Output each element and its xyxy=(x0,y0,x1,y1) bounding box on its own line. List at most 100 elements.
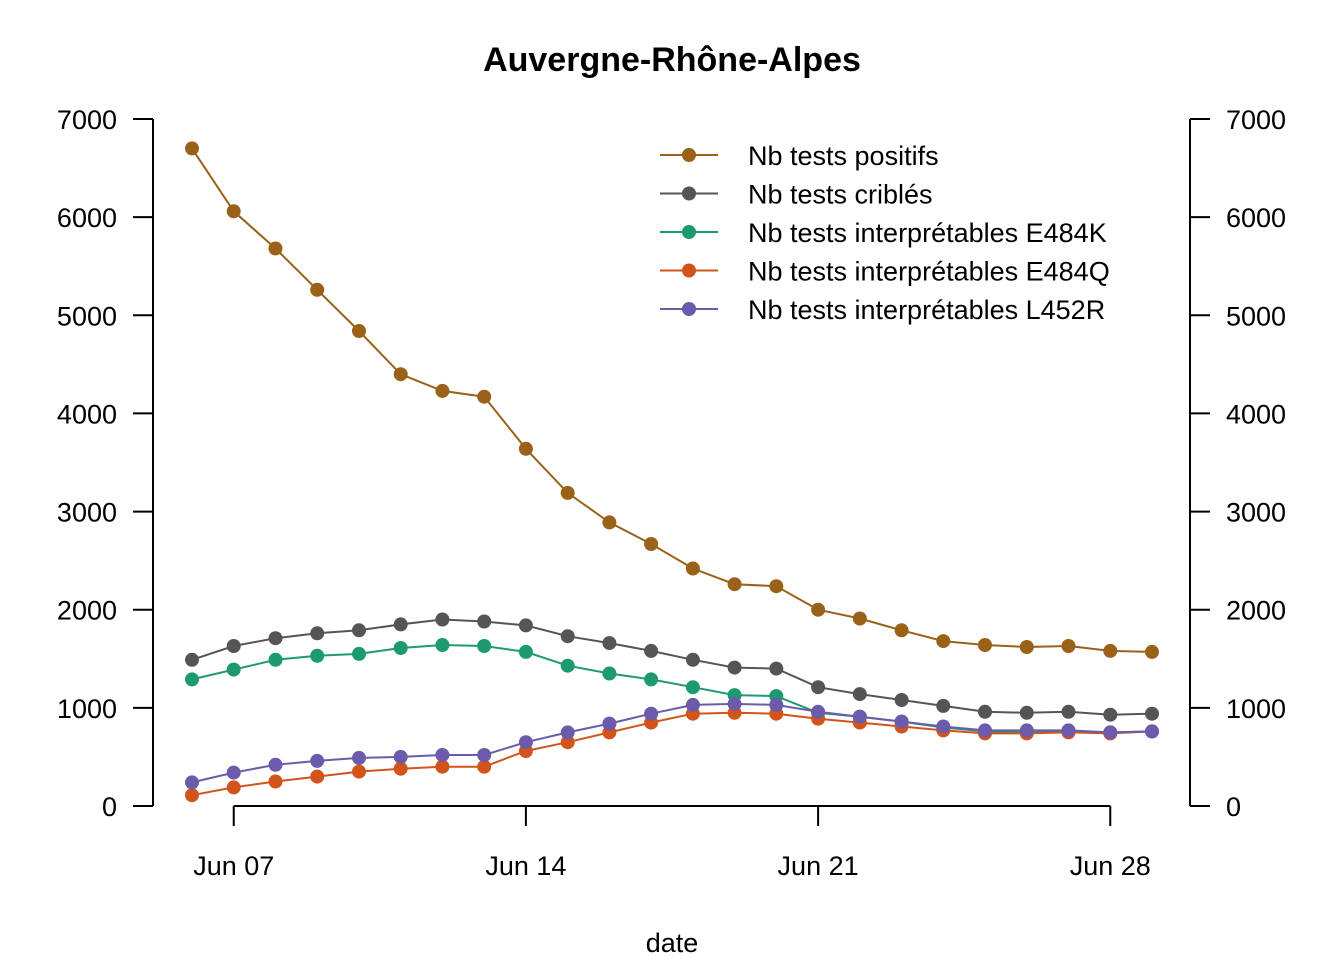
data-point xyxy=(602,666,617,681)
data-point xyxy=(435,759,450,774)
x-axis: Jun 07 Jun 14 Jun 21 Jun 28 xyxy=(193,805,1151,881)
data-point xyxy=(185,788,199,803)
legend-label: Nb tests positifs xyxy=(748,141,939,171)
data-point xyxy=(435,638,450,652)
y-right-tick-label: 0 xyxy=(1226,792,1241,822)
data-point xyxy=(518,735,533,750)
x-tick-label: Jun 21 xyxy=(778,851,859,881)
data-point xyxy=(226,639,241,653)
data-point xyxy=(185,775,199,790)
data-point xyxy=(1145,706,1159,721)
data-point xyxy=(936,719,951,734)
legend-label: Nb tests interprétables E484Q xyxy=(748,257,1110,287)
data-point xyxy=(602,716,617,731)
data-point xyxy=(477,759,492,774)
y-tick-label: 3000 xyxy=(57,498,117,528)
series-3 xyxy=(185,705,1159,803)
data-point xyxy=(978,723,992,738)
data-point xyxy=(602,636,617,651)
data-point xyxy=(310,769,325,784)
data-point xyxy=(978,638,992,652)
y-right-tick-label: 2000 xyxy=(1226,596,1286,626)
legend-marker xyxy=(682,263,696,278)
data-point xyxy=(769,697,784,712)
data-point xyxy=(811,704,826,719)
y-tick-label: 4000 xyxy=(57,399,117,429)
data-point xyxy=(518,441,533,456)
y-axis-left: 0 1000 2000 3000 4000 5000 6000 7000 xyxy=(57,105,154,822)
x-axis-label: date xyxy=(646,928,699,958)
data-point xyxy=(393,617,408,632)
y-right-tick-label: 7000 xyxy=(1226,105,1286,135)
data-point xyxy=(727,577,742,592)
y-tick-label: 2000 xyxy=(57,596,117,626)
data-point xyxy=(685,680,700,695)
data-point xyxy=(226,662,241,677)
series-line xyxy=(191,643,1153,734)
y-right-tick-label: 4000 xyxy=(1226,399,1286,429)
data-point xyxy=(894,693,909,707)
data-point xyxy=(811,602,826,617)
data-point xyxy=(1103,643,1118,658)
data-point xyxy=(268,241,283,256)
y-right-tick-label: 3000 xyxy=(1226,498,1286,528)
y-axis-right: 0 1000 2000 3000 4000 5000 6000 7000 xyxy=(1189,105,1286,822)
data-point xyxy=(310,753,325,768)
data-point xyxy=(518,618,533,633)
data-point xyxy=(811,680,826,695)
data-point xyxy=(727,696,742,711)
data-point xyxy=(352,324,366,338)
legend-marker xyxy=(682,302,696,316)
data-point xyxy=(352,764,366,779)
data-point xyxy=(1103,725,1118,740)
data-point xyxy=(393,749,408,764)
data-point xyxy=(268,757,283,772)
chart-title: Auvergne-Rhône-Alpes xyxy=(483,41,861,79)
data-point xyxy=(560,629,575,644)
y-tick-label: 0 xyxy=(102,792,117,822)
series-line xyxy=(191,702,1153,784)
data-point xyxy=(685,561,700,576)
data-point xyxy=(644,672,659,687)
y-tick-label: 7000 xyxy=(57,105,117,135)
legend-item: Nb tests positifs xyxy=(660,141,939,171)
legend-item: Nb tests interprétables E484K xyxy=(660,218,1107,248)
data-point xyxy=(936,698,951,713)
y-tick-label: 1000 xyxy=(57,694,117,724)
data-point xyxy=(852,709,867,724)
data-point xyxy=(518,644,533,659)
data-point xyxy=(769,661,784,676)
legend: Nb tests positifs Nb tests criblés Nb test… xyxy=(660,141,1110,325)
legend-item: Nb tests interprétables E484Q xyxy=(660,257,1110,287)
data-point xyxy=(560,485,575,500)
legend-marker xyxy=(682,148,696,162)
y-tick-label: 6000 xyxy=(57,203,117,233)
data-point xyxy=(477,389,492,404)
x-tick-label: Jun 14 xyxy=(485,851,566,881)
data-point xyxy=(226,765,241,780)
data-point xyxy=(352,750,366,765)
data-point xyxy=(268,774,283,789)
legend-label: Nb tests criblés xyxy=(748,180,933,210)
data-point xyxy=(1061,639,1076,653)
data-point xyxy=(1103,707,1118,722)
data-point xyxy=(185,141,199,156)
data-point xyxy=(1061,723,1076,738)
data-point xyxy=(393,641,408,655)
data-point xyxy=(936,634,951,649)
data-point xyxy=(560,725,575,740)
legend-label: Nb tests interprétables E484K xyxy=(748,218,1107,248)
data-point xyxy=(310,648,325,663)
legend-item: Nb tests interprétables L452R xyxy=(660,295,1105,325)
y-tick-label: 5000 xyxy=(57,301,117,331)
series-1 xyxy=(185,612,1159,722)
legend-marker xyxy=(682,186,696,201)
data-point xyxy=(894,714,909,729)
data-point xyxy=(644,537,659,551)
data-point xyxy=(435,383,450,398)
data-point xyxy=(310,626,325,641)
data-point xyxy=(644,643,659,658)
legend-item: Nb tests criblés xyxy=(660,180,933,210)
data-point xyxy=(852,687,867,702)
